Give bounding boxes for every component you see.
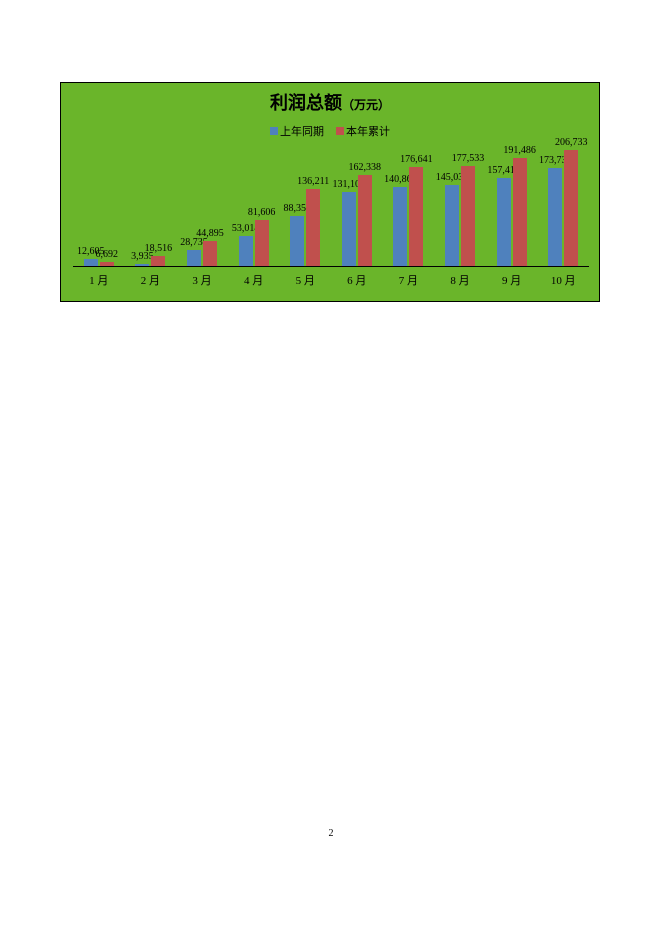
category-label: 6 月 — [347, 272, 366, 288]
bar — [342, 192, 356, 266]
legend-chip — [270, 127, 278, 135]
bar — [239, 236, 253, 266]
x-axis-line — [73, 266, 589, 267]
page-number: 2 — [0, 828, 662, 839]
category-label: 4 月 — [244, 272, 263, 288]
category-label: 10 月 — [551, 272, 576, 288]
bar — [255, 220, 269, 266]
legend-chip — [336, 127, 344, 135]
profit-chart: 利润总额（万元） 上年同期 本年累计 12,6056,6921 月3,93518,… — [60, 82, 600, 302]
bar-value-label: 162,338 — [349, 162, 382, 173]
bar — [187, 250, 201, 266]
bar-value-label: 18,516 — [145, 243, 173, 254]
bar-value-label: 177,533 — [452, 153, 485, 164]
bar — [306, 189, 320, 266]
bar — [548, 168, 562, 266]
category-label: 7 月 — [399, 272, 418, 288]
legend-label: 上年同期 — [280, 126, 324, 138]
bar — [290, 216, 304, 266]
legend-item: 本年累计 — [336, 123, 390, 139]
bar — [497, 178, 511, 266]
bar-value-label: 44,895 — [196, 228, 224, 239]
chart-title: 利润总额（万元） — [61, 89, 599, 115]
bar-value-label: 6,692 — [96, 249, 119, 260]
bar — [358, 175, 372, 266]
category-label: 2 月 — [141, 272, 160, 288]
bar-value-label: 176,641 — [400, 154, 433, 165]
category-label: 1 月 — [89, 272, 108, 288]
bar-value-label: 81,606 — [248, 207, 276, 218]
chart-title-unit: （万元） — [342, 98, 390, 112]
legend-item: 上年同期 — [270, 123, 324, 139]
chart-background: 利润总额（万元） 上年同期 本年累计 12,6056,6921 月3,93518,… — [61, 83, 599, 301]
category-label: 5 月 — [296, 272, 315, 288]
bar — [151, 256, 165, 266]
bar — [203, 241, 217, 266]
chart-legend: 上年同期 本年累计 — [61, 123, 599, 139]
bar — [100, 262, 114, 266]
category-label: 9 月 — [502, 272, 521, 288]
bar — [513, 158, 527, 266]
bar-value-label: 136,211 — [297, 176, 329, 187]
bar-value-label: 206,733 — [555, 137, 588, 148]
bar — [445, 185, 459, 266]
chart-plot-area: 12,6056,6921 月3,93518,5162 月28,73544,895… — [73, 148, 589, 266]
legend-label: 本年累计 — [346, 126, 390, 138]
chart-title-main: 利润总额 — [270, 93, 342, 113]
bar — [393, 187, 407, 266]
bar — [135, 264, 149, 266]
category-label: 3 月 — [192, 272, 211, 288]
bar — [461, 166, 475, 266]
bar-value-label: 191,486 — [503, 145, 536, 156]
bar — [409, 167, 423, 266]
bar — [564, 150, 578, 266]
category-label: 8 月 — [450, 272, 469, 288]
